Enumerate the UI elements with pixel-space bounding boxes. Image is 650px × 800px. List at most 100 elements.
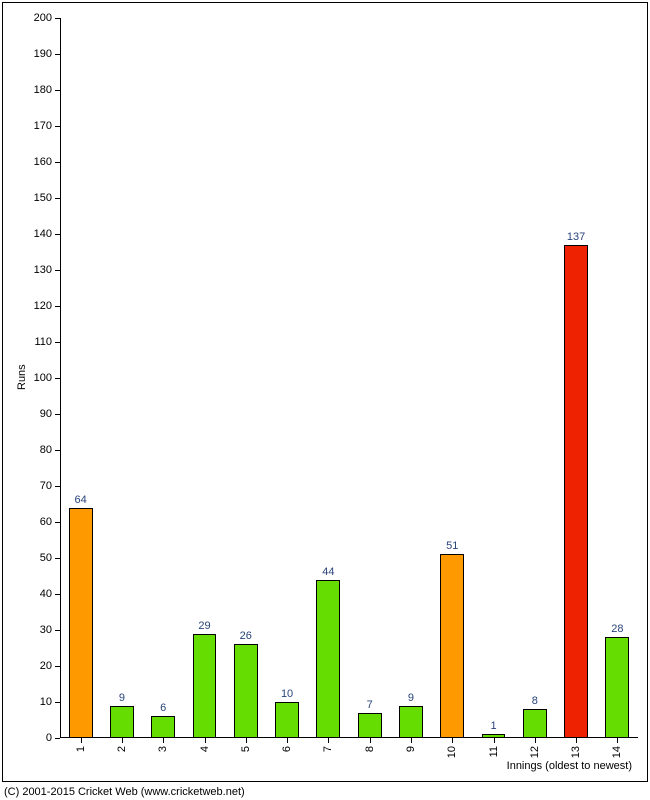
y-tick-label: 90 bbox=[0, 408, 52, 420]
y-tick bbox=[55, 270, 60, 271]
y-tick bbox=[55, 54, 60, 55]
x-tick-label: 14 bbox=[611, 746, 623, 758]
y-tick bbox=[55, 198, 60, 199]
copyright-text: (C) 2001-2015 Cricket Web (www.cricketwe… bbox=[4, 786, 245, 798]
bar-value-label: 51 bbox=[446, 540, 458, 552]
bar-value-label: 7 bbox=[367, 699, 373, 711]
y-tick-label: 60 bbox=[0, 516, 52, 528]
x-tick-label: 13 bbox=[570, 746, 582, 758]
bar bbox=[523, 709, 547, 738]
bar bbox=[440, 554, 464, 738]
bar bbox=[605, 637, 629, 738]
y-tick-label: 140 bbox=[0, 228, 52, 240]
y-tick bbox=[55, 90, 60, 91]
bar bbox=[151, 716, 175, 738]
x-tick bbox=[411, 738, 412, 743]
y-tick-label: 10 bbox=[0, 696, 52, 708]
x-tick bbox=[494, 738, 495, 743]
y-tick-label: 80 bbox=[0, 444, 52, 456]
y-tick bbox=[55, 738, 60, 739]
bar bbox=[316, 580, 340, 738]
x-tick-label: 7 bbox=[322, 746, 334, 752]
x-axis-title: Innings (oldest to newest) bbox=[507, 760, 632, 772]
bar-value-label: 9 bbox=[408, 692, 414, 704]
bar-value-label: 28 bbox=[611, 623, 623, 635]
x-tick-label: 9 bbox=[405, 746, 417, 752]
bar-value-label: 8 bbox=[532, 695, 538, 707]
x-tick bbox=[122, 738, 123, 743]
y-tick bbox=[55, 558, 60, 559]
bar bbox=[564, 245, 588, 738]
x-tick bbox=[81, 738, 82, 743]
plot-area bbox=[60, 18, 638, 738]
y-tick bbox=[55, 234, 60, 235]
y-tick-label: 180 bbox=[0, 84, 52, 96]
x-tick bbox=[328, 738, 329, 743]
y-tick bbox=[55, 414, 60, 415]
x-tick bbox=[617, 738, 618, 743]
y-tick-label: 0 bbox=[0, 732, 52, 744]
x-tick-label: 4 bbox=[199, 746, 211, 752]
y-tick bbox=[55, 18, 60, 19]
bar bbox=[399, 706, 423, 738]
y-tick-label: 120 bbox=[0, 300, 52, 312]
y-tick-label: 100 bbox=[0, 372, 52, 384]
y-tick bbox=[55, 378, 60, 379]
x-tick-label: 11 bbox=[488, 746, 500, 757]
chart-container: Runs Innings (oldest to newest) (C) 2001… bbox=[0, 0, 650, 800]
y-tick bbox=[55, 486, 60, 487]
bar bbox=[110, 706, 134, 738]
y-tick-label: 150 bbox=[0, 192, 52, 204]
y-tick-label: 170 bbox=[0, 120, 52, 132]
y-tick-label: 20 bbox=[0, 660, 52, 672]
y-tick-label: 110 bbox=[0, 336, 52, 348]
x-tick bbox=[452, 738, 453, 743]
bar-value-label: 64 bbox=[75, 494, 87, 506]
y-tick-label: 70 bbox=[0, 480, 52, 492]
x-tick bbox=[163, 738, 164, 743]
y-tick-label: 190 bbox=[0, 48, 52, 60]
bar bbox=[358, 713, 382, 738]
x-tick bbox=[246, 738, 247, 743]
bar-value-label: 44 bbox=[322, 566, 334, 578]
x-tick-label: 6 bbox=[281, 746, 293, 752]
y-tick-label: 130 bbox=[0, 264, 52, 276]
x-tick-label: 5 bbox=[240, 746, 252, 752]
x-tick-label: 12 bbox=[529, 746, 541, 758]
y-tick bbox=[55, 630, 60, 631]
y-tick bbox=[55, 666, 60, 667]
y-tick bbox=[55, 594, 60, 595]
bar bbox=[69, 508, 93, 738]
y-tick bbox=[55, 162, 60, 163]
y-tick bbox=[55, 342, 60, 343]
bar bbox=[193, 634, 217, 738]
y-tick bbox=[55, 306, 60, 307]
x-tick bbox=[576, 738, 577, 743]
y-tick bbox=[55, 522, 60, 523]
x-tick bbox=[287, 738, 288, 743]
bar-value-label: 10 bbox=[281, 688, 293, 700]
y-tick bbox=[55, 702, 60, 703]
bar-value-label: 1 bbox=[490, 720, 496, 732]
bar-value-label: 137 bbox=[567, 231, 585, 243]
x-tick-label: 3 bbox=[157, 746, 169, 752]
bar-value-label: 9 bbox=[119, 692, 125, 704]
y-tick bbox=[55, 126, 60, 127]
bar bbox=[234, 644, 258, 738]
x-tick bbox=[535, 738, 536, 743]
bar-value-label: 6 bbox=[160, 702, 166, 714]
bar bbox=[275, 702, 299, 738]
x-tick-label: 1 bbox=[75, 746, 87, 752]
bar-value-label: 26 bbox=[240, 630, 252, 642]
y-tick bbox=[55, 450, 60, 451]
x-tick bbox=[205, 738, 206, 743]
y-tick-label: 40 bbox=[0, 588, 52, 600]
x-tick bbox=[370, 738, 371, 743]
y-tick-label: 160 bbox=[0, 156, 52, 168]
y-tick-label: 30 bbox=[0, 624, 52, 636]
y-tick-label: 200 bbox=[0, 12, 52, 24]
bar-value-label: 29 bbox=[198, 620, 210, 632]
x-tick-label: 2 bbox=[116, 746, 128, 752]
x-tick-label: 10 bbox=[446, 746, 458, 758]
y-tick-label: 50 bbox=[0, 552, 52, 564]
